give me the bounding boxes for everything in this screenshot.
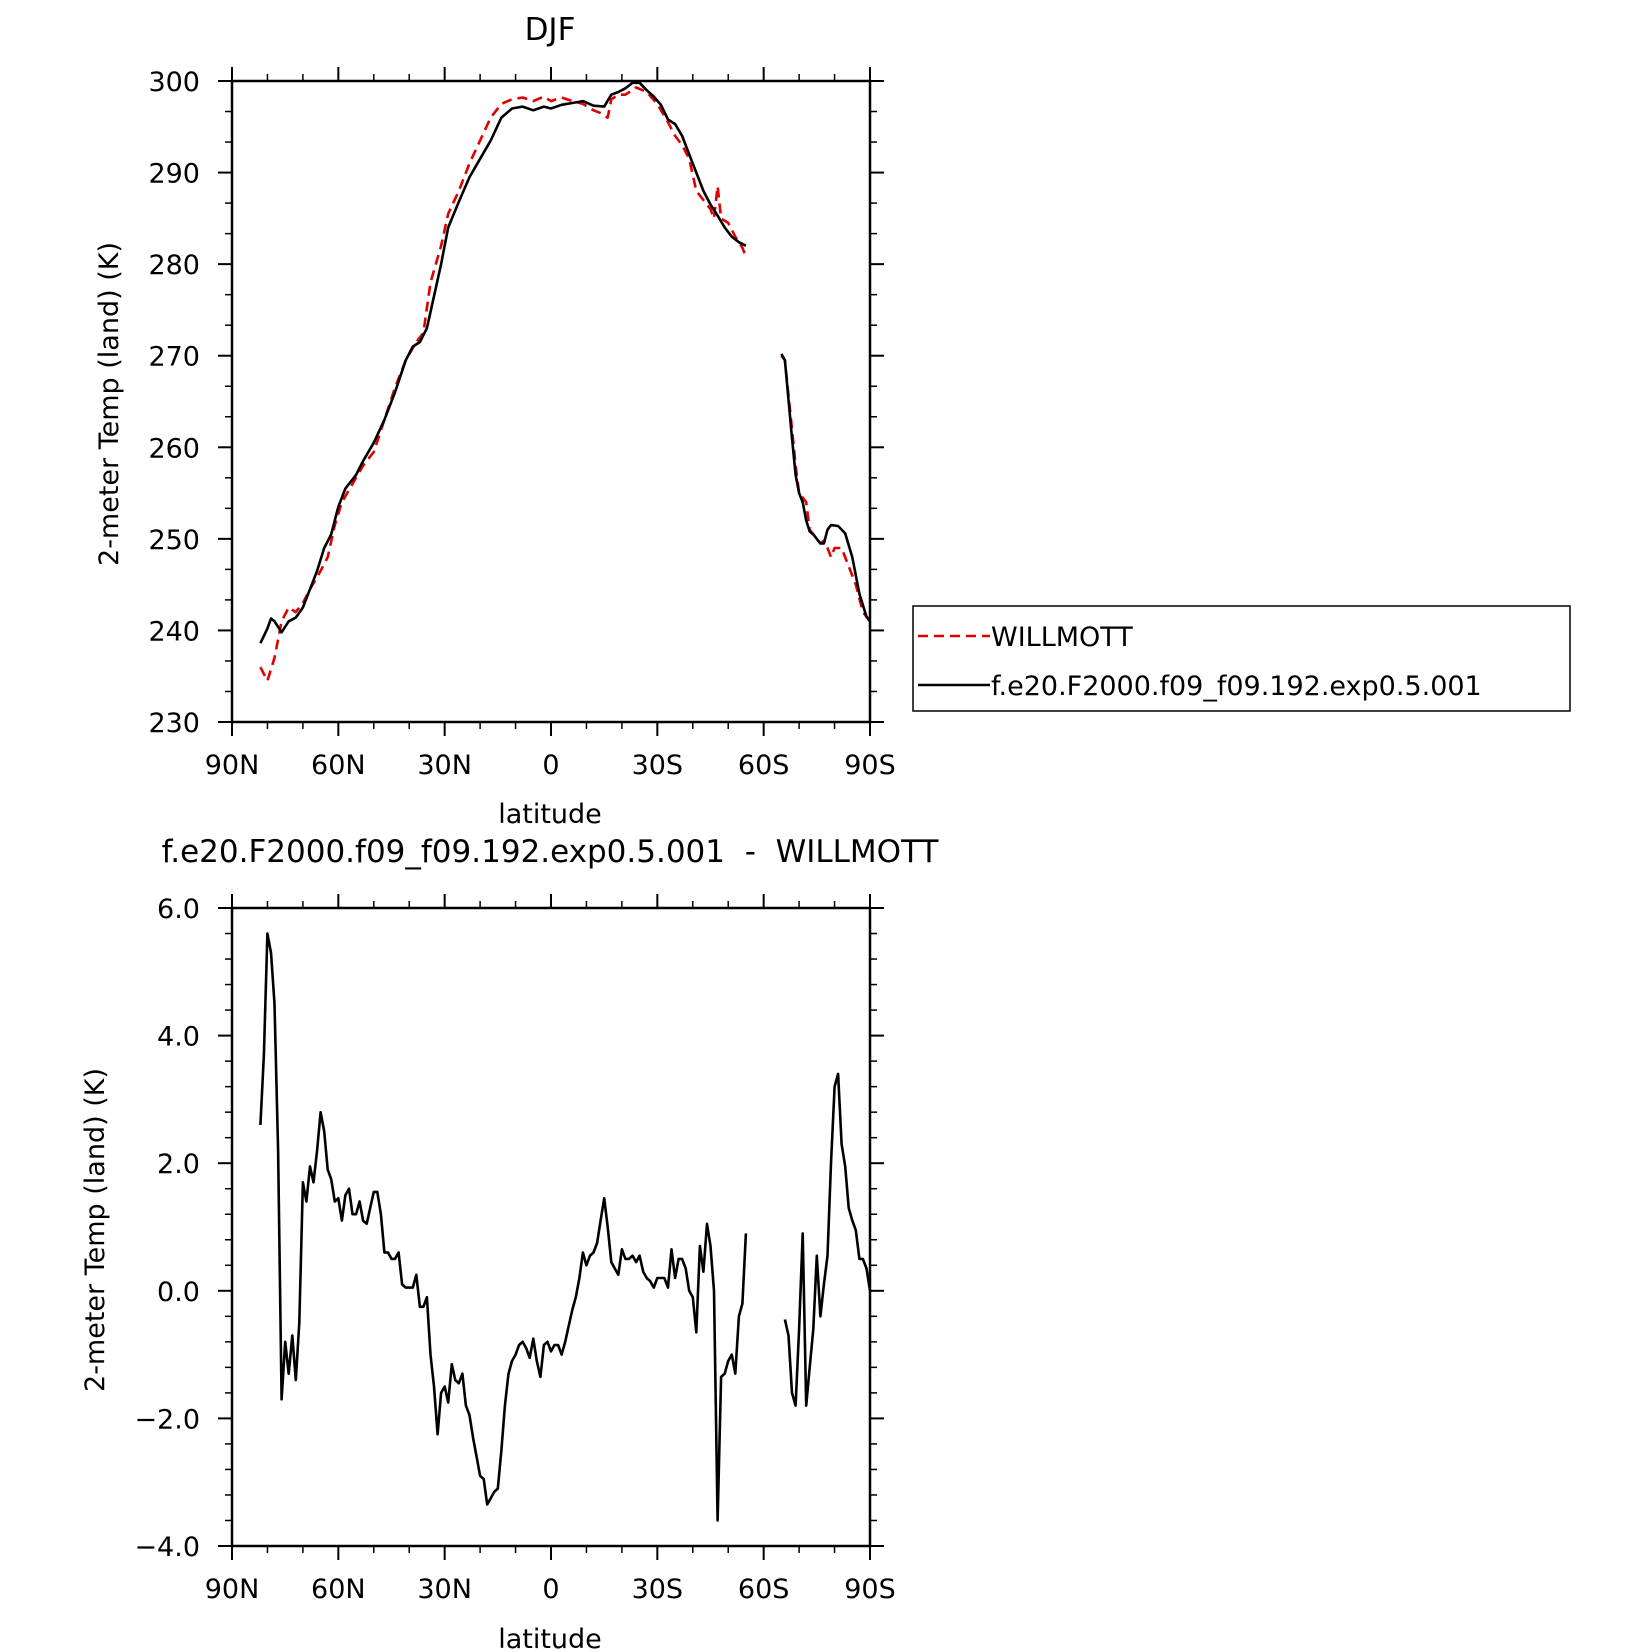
bottom-chart-title: f.e20.F2000.f09_f09.192.exp0.5.001 - WIL…	[162, 834, 940, 870]
bottom-x-tick-label: 60S	[738, 1574, 790, 1605]
top-x-axis-label: latitude	[498, 799, 602, 830]
bottom-y-axis-label: 2-meter Temp (land) (K)	[80, 1068, 111, 1392]
bottom-x-tick-label: 0	[542, 1574, 559, 1605]
bottom-x-tick-label: 90N	[205, 1574, 260, 1605]
top-y-tick-label: 290	[148, 159, 200, 190]
bottom-x-tick-label: 60N	[311, 1574, 366, 1605]
bottom-series	[259, 932, 872, 1522]
legend-model-label: f.e20.F2000.f09_f09.192.exp0.5.001	[991, 671, 1482, 702]
bottom-ticks: 90N 60N 30N 0 30S 60S 90S −4.0 −2.0 0.0 2.0 4.0 6.0	[134, 894, 896, 1605]
top-y-tick-label: 230	[148, 708, 200, 739]
top-x-tick-label: 30N	[417, 750, 472, 781]
top-x-tick-label: 90S	[844, 750, 896, 781]
bottom-y-tick-label: 4.0	[157, 1022, 200, 1053]
bottom-x-tick-label: 90S	[844, 1574, 896, 1605]
top-series-model-line-1	[259, 81, 747, 644]
bottom-y-tick-label: 0.0	[157, 1277, 200, 1308]
bottom-x-tick-label: 30S	[632, 1574, 684, 1605]
bottom-y-tick-label: −4.0	[134, 1532, 200, 1563]
legend: WILLMOTT f.e20.F2000.f09_f09.192.exp0.5.…	[912, 605, 1571, 712]
legend-box	[912, 605, 1571, 712]
bottom-series-difference-line-2	[783, 1072, 872, 1407]
top-x-tick-label: 0	[542, 750, 559, 781]
bottom-series-difference-line-1	[259, 932, 748, 1522]
bottom-y-tick-label: −2.0	[134, 1404, 200, 1435]
top-x-tick-label: 30S	[632, 750, 684, 781]
top-y-axis-label: 2-meter Temp (land) (K)	[94, 242, 125, 566]
top-y-tick-label: 250	[148, 525, 200, 556]
bottom-x-axis-label: latitude	[498, 1624, 602, 1652]
top-y-tick-label: 240	[148, 616, 200, 647]
top-ticks: 90N 60N 30N 0 30S 60S 90S 230 240 250 260 270 280 290…	[148, 67, 896, 781]
legend-willmott-label: WILLMOTT	[991, 622, 1133, 653]
top-plot-frame	[230, 79, 872, 724]
bottom-panel: f.e20.F2000.f09_f09.192.exp0.5.001 - WIL…	[80, 834, 939, 1652]
top-y-tick-label: 300	[148, 67, 200, 98]
top-series	[259, 81, 872, 683]
top-y-tick-label: 270	[148, 342, 200, 373]
top-y-tick-label: 280	[148, 250, 200, 281]
bottom-y-tick-label: 2.0	[157, 1149, 200, 1180]
bottom-x-tick-label: 30N	[417, 1574, 472, 1605]
top-y-tick-label: 260	[148, 433, 200, 464]
bottom-plot-frame	[230, 906, 872, 1548]
top-x-tick-label: 90N	[205, 750, 260, 781]
top-series-willmott-line-1	[259, 86, 748, 683]
top-panel: DJF 2-meter Temp (land) (K) latitude 90N…	[94, 12, 896, 830]
top-x-tick-label: 60S	[738, 750, 790, 781]
top-chart-title: DJF	[525, 12, 576, 48]
top-x-tick-label: 60N	[311, 750, 366, 781]
top-series-model-line-2	[780, 353, 872, 623]
bottom-y-tick-label: 6.0	[157, 894, 200, 925]
